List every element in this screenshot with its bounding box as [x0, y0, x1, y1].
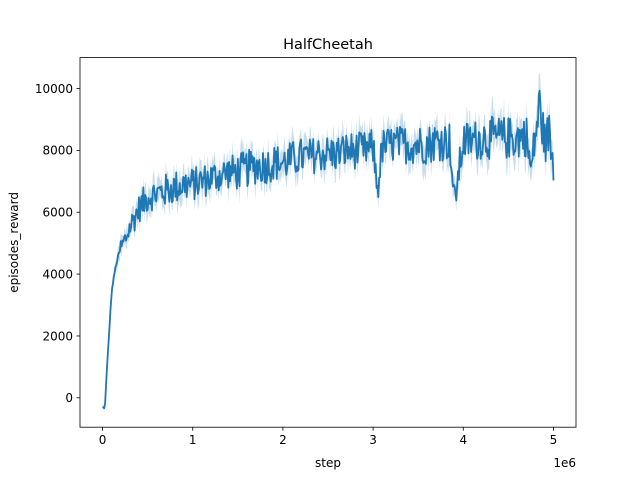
y-tick-label: 10000 [35, 82, 73, 96]
y-tick-label: 6000 [42, 206, 73, 220]
series-confidence-band [102, 72, 554, 411]
y-axis-ticks: 0 2000 4000 6000 8000 10000 [35, 82, 80, 405]
x-tick-label: 2 [279, 433, 287, 447]
y-axis-label: episodes_reward [7, 192, 21, 293]
chart-title: HalfCheetah [283, 37, 373, 53]
x-tick-label: 4 [459, 433, 467, 447]
x-axis-offset-label: 1e6 [553, 456, 576, 470]
series-line [102, 89, 555, 410]
x-tick-label: 1 [189, 433, 197, 447]
x-axis-ticks: 0 1 2 3 4 5 [99, 427, 558, 447]
x-tick-label: 5 [550, 433, 558, 447]
y-tick-label: 2000 [42, 329, 73, 343]
x-tick-label: 3 [369, 433, 377, 447]
y-tick-label: 4000 [42, 267, 73, 281]
y-tick-label: 0 [65, 391, 73, 405]
x-tick-label: 0 [99, 433, 107, 447]
x-axis-label: step [315, 456, 341, 470]
plot-area [102, 72, 555, 411]
plot-frame [79, 57, 577, 428]
y-tick-label: 8000 [42, 144, 73, 158]
